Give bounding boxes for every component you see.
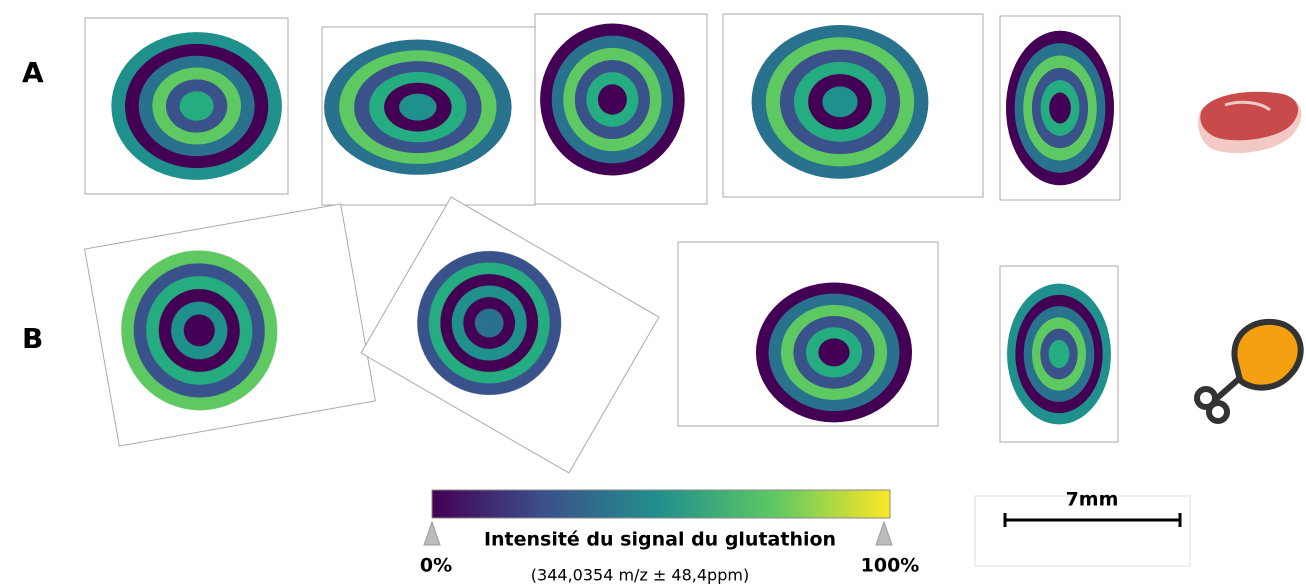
tissue-ring (822, 86, 858, 118)
tissue (111, 32, 282, 180)
colorbar-max-marker (875, 520, 893, 546)
tissue (121, 250, 278, 411)
tissue-ring (474, 308, 504, 338)
colorbar-min-label: 0% (420, 555, 452, 577)
panel-label: A (22, 56, 44, 89)
tissue-ring (818, 338, 850, 367)
tissue-section (84, 203, 376, 447)
tissue (1007, 283, 1111, 425)
tissue-section (321, 26, 536, 206)
colorbar-title: Intensité du signal du glutathion (484, 529, 836, 551)
tissue-section (360, 196, 660, 474)
tissue (324, 39, 512, 175)
tissue-images (84, 13, 1121, 474)
tissue-ring (1049, 92, 1071, 124)
tissue (756, 282, 912, 423)
tissue (751, 24, 929, 179)
tissue (417, 251, 562, 395)
tissue-section (722, 13, 984, 198)
tissue (1006, 30, 1114, 186)
scale-bar-box (974, 495, 1191, 567)
scale-bar-label: 7mm (1066, 489, 1119, 511)
tissue-section (84, 17, 289, 195)
colorbar-subtitle: (344,0354 m/z ± 48,4ppm) (531, 566, 749, 585)
colorbar-max-label: 100% (861, 555, 920, 577)
scale-bar (1003, 513, 1182, 527)
tissue-ring (183, 314, 215, 347)
colorbar (431, 489, 891, 519)
meat-icon (1198, 91, 1302, 154)
tissue-section (677, 241, 939, 427)
tissue-ring (179, 91, 214, 121)
poultry-icon (1194, 318, 1304, 424)
tissue-ring (597, 84, 627, 115)
tissue (540, 23, 685, 176)
tissue-ring (1048, 339, 1070, 369)
tissue-ring (399, 93, 437, 121)
tissue-section (999, 15, 1121, 201)
tissue-section (999, 265, 1119, 443)
panel-label: B (22, 322, 43, 355)
colorbar-min-marker (423, 520, 441, 546)
tissue-section (534, 13, 708, 205)
